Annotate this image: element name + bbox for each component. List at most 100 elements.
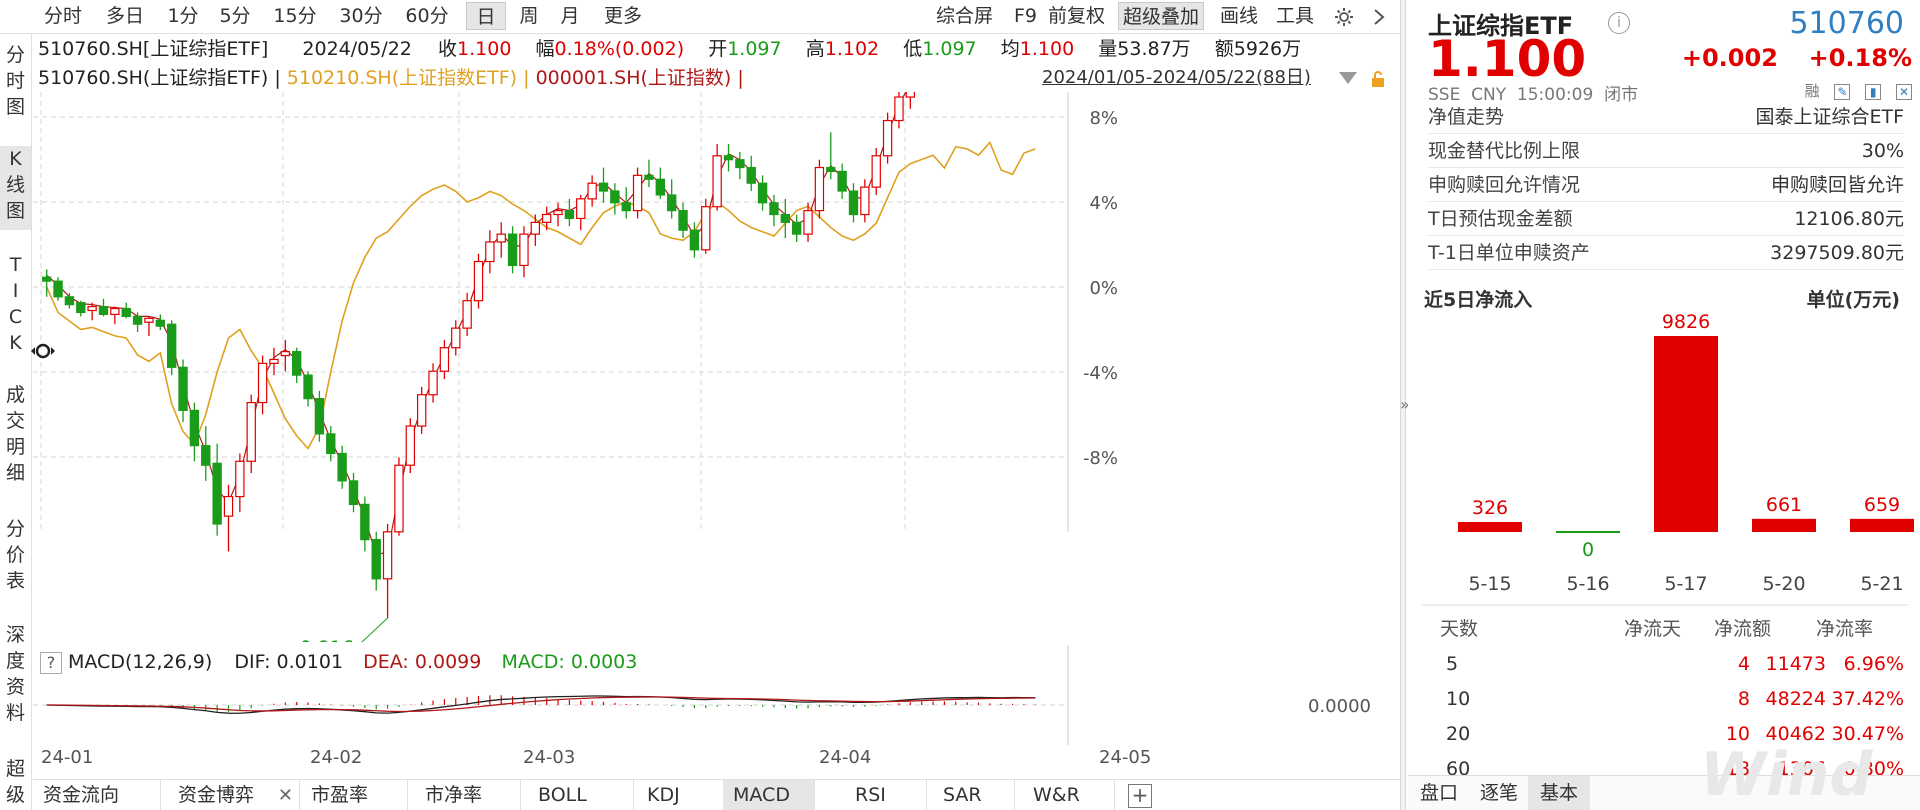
candle-body [519, 233, 529, 267]
candle-body [735, 159, 745, 169]
kline-candles [41, 92, 916, 618]
candle-body [348, 480, 359, 505]
y-axis-ticks: 8% 4% 0% -4% -8% [1083, 108, 1118, 469]
candle-body [64, 296, 75, 306]
tab-super[interactable]: 超级 [5, 758, 25, 806]
tab-fund-flow[interactable]: 资金流向 [33, 780, 161, 810]
overlay-etf-label[interactable]: 510210.SH(上证指数ETF) | [286, 67, 530, 89]
overlay-main-label[interactable]: 510760.SH(上证综指ETF) | [38, 67, 281, 89]
super-overlay-button[interactable]: 超级叠加 [1118, 2, 1205, 30]
period-5min-button[interactable]: 5分 [219, 5, 251, 27]
tools-button[interactable]: 工具 [1276, 5, 1315, 27]
candle-body [507, 233, 518, 267]
macd-value-label: MACD: [501, 651, 565, 673]
tab-depth-data[interactable]: 深度资料 [5, 624, 25, 724]
inflow-bar [1458, 522, 1522, 532]
macd-chart[interactable]: 0.0000 [33, 645, 1400, 745]
period-duori-button[interactable]: 多日 [105, 5, 144, 27]
candle-body [826, 166, 836, 173]
date-label-apr: 24-04 [819, 747, 872, 768]
table-row: 10 8 48224 37.42% [1428, 682, 1908, 717]
panel-splitter[interactable] [1400, 0, 1406, 810]
chevron-right-icon[interactable] [1372, 8, 1386, 26]
tab-basic[interactable]: 基本 [1528, 776, 1591, 810]
forward-adjust-button[interactable]: 前复权 [1048, 5, 1106, 27]
candle-body [553, 210, 563, 216]
tab-trade-detail[interactable]: 成交明细 [5, 384, 25, 484]
tab-fenshi[interactable]: 分时图 [5, 44, 25, 118]
period-15min-button[interactable]: 15分 [273, 5, 317, 27]
period-month-button[interactable]: 月 [560, 5, 580, 27]
overlay-index-line [46, 92, 907, 557]
tab-fund-game[interactable]: 资金博弈 ✕ [168, 780, 300, 810]
close-icon[interactable]: ✕ [1896, 83, 1912, 100]
f9-button[interactable]: F9 [1014, 5, 1038, 27]
col-flow-rate: 净流率 [1816, 618, 1874, 640]
candle-body [655, 178, 666, 196]
composite-screen-button[interactable]: 综合屏 [936, 5, 994, 27]
collapse-panel-icon[interactable]: » [1400, 395, 1410, 414]
row-value: 30% [1861, 140, 1904, 162]
tab-price-table[interactable]: 分价表 [5, 518, 25, 592]
tab-wr[interactable]: W&R [1023, 780, 1115, 810]
draw-line-button[interactable]: 画线 [1220, 5, 1259, 27]
date-range-display[interactable]: 2024/01/05-2024/05/22(88日) [1042, 67, 1311, 88]
row-unit-asset: T-1日单位申赎资产 3297509.80元 [1428, 236, 1904, 270]
tab-rsi[interactable]: RSI [845, 780, 927, 810]
tab-pe[interactable]: 市盈率 [301, 780, 408, 810]
row-label: T日预估现金差额 [1428, 208, 1573, 230]
y-tick-label: -8% [1083, 448, 1118, 469]
candle-body [780, 213, 791, 223]
net-inflow-title: 近5日净流入 [1424, 289, 1533, 311]
table-cell: 6.96% [1843, 653, 1904, 675]
period-toolbar: 分时 多日 1分 5分 15分 30分 60分 日 周 月 更多 综合屏 F9 … [0, 0, 1400, 34]
quote-side-panel: 上证综指ETF i 510760 1.100 +0.002 +0.18% SSE… [1408, 0, 1920, 810]
indicator-tabs: 资金流向 资金博弈 ✕ 市盈率 市净率 BOLL KDJ MACD RSI SAR… [33, 779, 1400, 810]
tab-pb[interactable]: 市净率 [415, 780, 521, 810]
tab-order-book[interactable]: 盘口 [1420, 782, 1459, 804]
macd-help-icon[interactable]: ? [40, 651, 62, 674]
inflow-value-label: 9826 [1662, 311, 1710, 333]
inflow-value-label: 659 [1864, 494, 1900, 516]
candle-body [689, 229, 700, 251]
crosshair-cursor-icon[interactable] [30, 339, 56, 363]
period-week-button[interactable]: 周 [519, 5, 539, 27]
period-1min-button[interactable]: 1分 [167, 5, 199, 27]
tab-boll[interactable]: BOLL [528, 780, 634, 810]
dea-line [46, 696, 1036, 713]
add-tab-icon[interactable]: + [1128, 784, 1152, 808]
period-more-button[interactable]: 更多 [603, 5, 642, 27]
candle-body [314, 398, 325, 435]
overlay-index-label[interactable]: 000001.SH(上证指数) | [535, 67, 744, 89]
y-tick-label: 0% [1089, 278, 1118, 299]
tab-macd[interactable]: MACD [723, 780, 815, 810]
period-30min-button[interactable]: 30分 [339, 5, 383, 27]
y-tick-label: 4% [1089, 193, 1118, 214]
chart-icon[interactable]: ▮ [1865, 83, 1882, 100]
change-value: +0.002 [1681, 44, 1778, 72]
vol-label: 量 [1098, 38, 1118, 60]
overlay-legend: 510760.SH(上证综指ETF) | 510210.SH(上证指数ETF) … [38, 65, 744, 91]
period-day-button[interactable]: 日 [466, 2, 506, 30]
tab-sar[interactable]: SAR [933, 780, 1015, 810]
period-fenshi-button[interactable]: 分时 [43, 5, 82, 27]
range-dropdown-icon[interactable] [1339, 72, 1357, 84]
settings-gear-icon[interactable] [1333, 6, 1355, 28]
info-icon[interactable]: i [1608, 12, 1630, 34]
candle-body [280, 351, 291, 357]
close-tab-icon[interactable]: ✕ [277, 785, 293, 806]
period-60min-button[interactable]: 60分 [405, 5, 449, 27]
close-value: 1.100 [457, 38, 512, 60]
candle-body [371, 539, 381, 580]
lock-icon[interactable] [1370, 70, 1386, 88]
row-nav-trend[interactable]: 净值走势 国泰上证综合ETF [1428, 100, 1904, 134]
open-value: 1.097 [727, 38, 782, 60]
margin-badge[interactable]: 融 [1804, 82, 1820, 100]
tab-tick-trades[interactable]: 逐笔 [1480, 782, 1519, 804]
edit-icon[interactable]: ✎ [1834, 83, 1851, 100]
table-cell: 18 [1725, 758, 1750, 780]
